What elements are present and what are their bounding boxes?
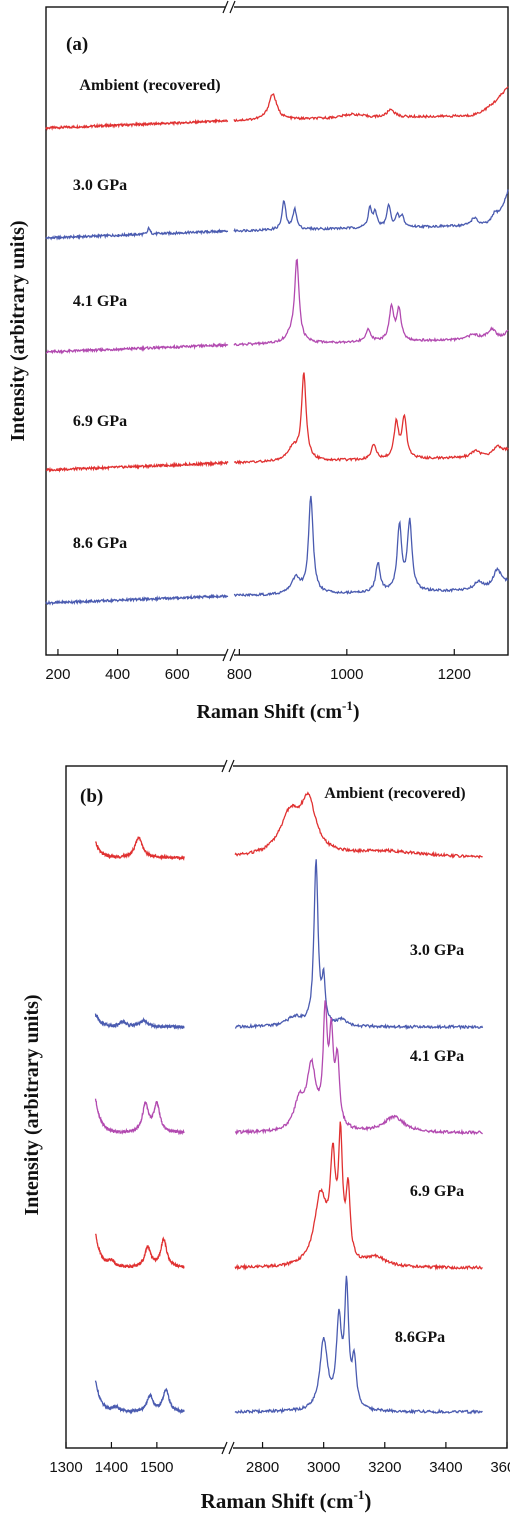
axis-break-mark	[221, 759, 228, 773]
axis-break-gap	[225, 652, 234, 658]
panel-b-x-ticks: 1300 1400 1500 2800 3000 3200 3400 3600	[49, 759, 510, 1476]
axis-break-mark	[222, 0, 229, 14]
x-tick-label: 400	[105, 666, 130, 683]
panel-a-x-label-sup: -1	[342, 698, 353, 713]
series-line-2-seg-0	[94, 1098, 185, 1136]
series-line-0-seg-1	[233, 86, 509, 123]
axis-break-gap	[224, 1445, 233, 1451]
x-tick-label: 200	[45, 666, 70, 683]
panel-b-x-label-close: )	[364, 1489, 371, 1513]
series-line-2-seg-0	[45, 341, 229, 355]
series-label: 3.0 GPa	[73, 177, 127, 194]
panel-b-series-labels: Ambient (recovered) 3.0 GPa 4.1 GPa 6.9 GPa…	[324, 785, 465, 1346]
axis-break-gap	[224, 763, 233, 769]
series-label: 4.1 GPa	[73, 293, 127, 310]
x-tick-label: 3200	[368, 1459, 401, 1476]
series-line-4-seg-1	[234, 1275, 483, 1415]
panel-a-series-labels: Ambient (recovered) 3.0 GPa 4.1 GPa 6.9 GPa…	[73, 77, 221, 552]
axis-break-mark	[221, 1441, 228, 1455]
series-label: Ambient (recovered)	[79, 77, 220, 94]
series-label: 8.6GPa	[395, 1329, 445, 1346]
series-line-0-seg-1	[234, 791, 483, 860]
series-line-0-seg-0	[94, 836, 185, 861]
x-tick-label: 1400	[95, 1459, 128, 1476]
series-line-0-seg-0	[45, 118, 229, 132]
series-line-3-seg-1	[234, 1121, 483, 1271]
panel-b-lines	[94, 791, 484, 1415]
series-line-1-seg-0	[94, 1013, 185, 1031]
series-line-1-seg-1	[234, 859, 484, 1031]
panel-b-x-label: Raman Shift (cm-1)	[201, 1487, 372, 1513]
axis-break-mark	[229, 0, 236, 14]
series-line-4-seg-0	[94, 1380, 185, 1415]
panel-b-label: (b)	[80, 786, 103, 807]
axis-break-mark	[229, 648, 236, 662]
axis-break-mark	[222, 648, 229, 662]
series-line-3-seg-1	[233, 372, 509, 466]
series-line-2-seg-1	[234, 1000, 483, 1136]
x-tick-label: 2800	[246, 1459, 279, 1476]
x-tick-label: 1500	[140, 1459, 173, 1476]
x-tick-label: 800	[227, 666, 252, 683]
panel-a-x-ticks: 200 400 600 800 1000 1200	[45, 0, 471, 683]
x-tick-label: 1300	[49, 1459, 82, 1476]
panel-b: (b) 1300 1400 1500 2800 3000 3200 3400 3600 Amb…	[21, 759, 510, 1513]
series-label: 6.9 GPa	[73, 413, 127, 430]
axis-break-mark	[228, 759, 235, 773]
x-tick-label: 1000	[330, 666, 363, 683]
series-label: 3.0 GPa	[410, 942, 464, 959]
series-line-1-seg-1	[233, 189, 509, 233]
x-tick-label: 3000	[307, 1459, 340, 1476]
series-label: 8.6 GPa	[73, 535, 127, 552]
panel-b-x-label-sup: -1	[353, 1487, 364, 1502]
x-tick-label: 3400	[429, 1459, 462, 1476]
panel-b-y-label: Intensity (arbitrary units)	[21, 994, 43, 1215]
series-line-2-seg-1	[233, 258, 509, 347]
panel-a-label: (a)	[66, 34, 88, 55]
x-tick-label: 600	[165, 666, 190, 683]
panel-b-frame	[65, 765, 508, 1449]
panel-a: (a) 200 400 600 800 1000 1200 Ambient (recove…	[7, 0, 509, 723]
series-label: 4.1 GPa	[410, 1048, 464, 1065]
series-line-1-seg-0	[45, 225, 229, 241]
x-tick-label: 1200	[438, 666, 471, 683]
series-label: Ambient (recovered)	[324, 785, 465, 802]
panel-a-x-label-text: Raman Shift (cm	[196, 701, 342, 723]
panel-a-lines	[45, 86, 509, 606]
panel-a-x-label-close: )	[353, 701, 360, 723]
panel-b-x-label-text: Raman Shift (cm	[201, 1489, 354, 1513]
series-line-4-seg-0	[45, 593, 229, 606]
series-line-3-seg-0	[45, 460, 229, 473]
series-label: 6.9 GPa	[410, 1183, 464, 1200]
x-tick-label: 3600	[490, 1459, 510, 1476]
panel-a-x-label: Raman Shift (cm-1)	[196, 698, 359, 723]
axis-break-mark	[228, 1441, 235, 1455]
panel-a-y-label: Intensity (arbitrary units)	[7, 220, 29, 441]
series-line-4-seg-1	[233, 495, 509, 598]
series-line-3-seg-0	[94, 1233, 185, 1270]
axis-break-gap	[225, 4, 234, 10]
